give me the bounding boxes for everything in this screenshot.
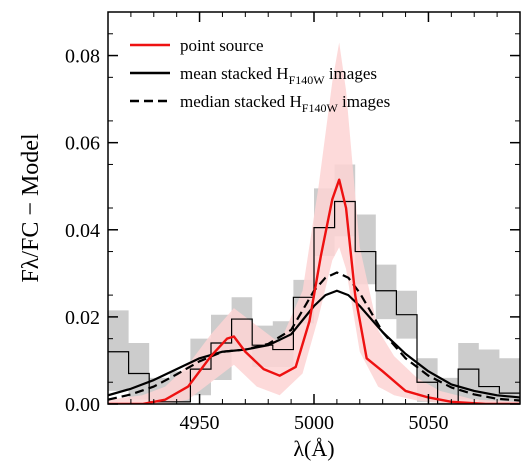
x-tick-label: 5000 bbox=[294, 412, 334, 434]
y-tick-label: 0.06 bbox=[65, 133, 100, 155]
x-axis-label: λ(Å) bbox=[293, 436, 334, 461]
y-tick-label: 0.04 bbox=[65, 220, 100, 242]
histogram-step-line bbox=[108, 200, 520, 404]
x-tick-label: 4950 bbox=[180, 412, 220, 434]
point-source-line bbox=[108, 178, 520, 404]
y-tick-label: 0.02 bbox=[65, 307, 100, 329]
legend-label-point: point source bbox=[180, 36, 264, 55]
x-tick-label: 5050 bbox=[408, 412, 448, 434]
y-tick-label: 0.08 bbox=[65, 46, 100, 68]
legend-label-mean: mean stacked HF140W images bbox=[180, 64, 377, 87]
median-stacked-line bbox=[108, 271, 520, 402]
y-axis-label: Fλ/FC − Model bbox=[18, 133, 44, 283]
point-source-error-band bbox=[108, 42, 520, 404]
y-tick-label: 0.00 bbox=[65, 394, 100, 416]
mean-stacked-line bbox=[108, 289, 520, 399]
legend-label-median: median stacked HF140W images bbox=[180, 92, 390, 115]
